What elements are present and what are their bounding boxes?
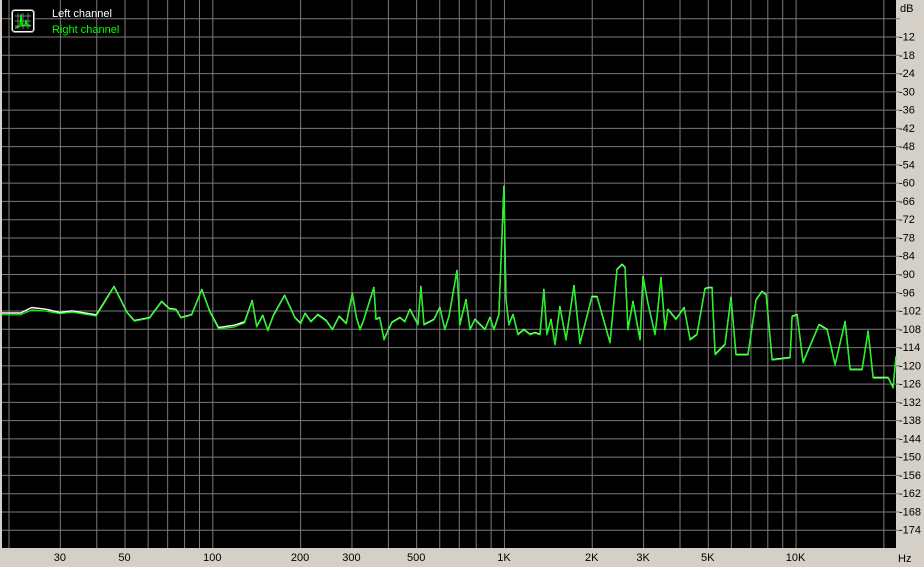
legend-left-channel: Left channel [52, 8, 112, 20]
x-axis-unit: Hz [898, 553, 911, 565]
y-tick-label: -72 [899, 214, 915, 226]
spectrum-icon [12, 10, 34, 32]
x-tick-label: 300 [342, 552, 360, 564]
y-tick-label: -168 [899, 506, 921, 518]
y-tick-label: -42 [899, 123, 915, 135]
y-tick-label: -126 [899, 379, 921, 391]
x-tick-label: 10K [786, 552, 806, 564]
x-tick-label: 100 [203, 552, 221, 564]
x-tick-label: 1K [497, 552, 511, 564]
x-axis: 30 50 100 200 300 500 1K 2K 3K 5K 10K [54, 552, 806, 564]
y-tick-label: -162 [899, 488, 921, 500]
legend-right-channel: Right channel [52, 24, 120, 36]
y-tick-label: -18 [899, 50, 915, 62]
y-tick-label: -138 [899, 415, 921, 427]
y-tick-label: -102 [899, 306, 921, 318]
y-tick-label: -108 [899, 324, 921, 336]
y-axis: -12 -18 -24 -30 -36 -42 -48 -54 -60 -66 -72 -78 -84 -… [899, 32, 921, 537]
y-tick-label: -54 [899, 159, 915, 171]
x-tick-label: 30 [54, 552, 66, 564]
x-tick-label: 3K [636, 552, 650, 564]
x-tick-label: 2K [585, 552, 599, 564]
y-tick-label: -36 [899, 105, 915, 117]
x-tick-label: 50 [118, 552, 130, 564]
y-tick-label: -114 [899, 342, 920, 354]
x-tick-label: 500 [407, 552, 425, 564]
series-line-right [2, 186, 897, 389]
y-tick-label: -48 [899, 141, 915, 153]
y-tick-label: -144 [899, 433, 921, 445]
y-tick-label: -30 [899, 86, 915, 98]
x-tick-label: 200 [291, 552, 309, 564]
y-tick-label: -120 [899, 360, 921, 372]
y-tick-label: -24 [899, 68, 915, 80]
y-tick-label: -174 [899, 525, 921, 537]
y-axis-unit: dB [900, 3, 913, 15]
y-tick-label: -96 [899, 287, 915, 299]
y-tick-label: -78 [899, 232, 915, 244]
y-tick-label: -132 [899, 397, 921, 409]
y-tick-label: -60 [899, 178, 915, 190]
y-tick-label: -150 [899, 452, 921, 464]
grid [2, 0, 900, 548]
x-tick-label: 5K [701, 552, 715, 564]
y-tick-label: -84 [899, 251, 915, 263]
y-tick-label: -156 [899, 470, 921, 482]
y-tick-label: -12 [899, 32, 915, 44]
y-tick-label: -90 [899, 269, 915, 281]
y-tick-label: -66 [899, 196, 915, 208]
series-lines [2, 185, 897, 389]
